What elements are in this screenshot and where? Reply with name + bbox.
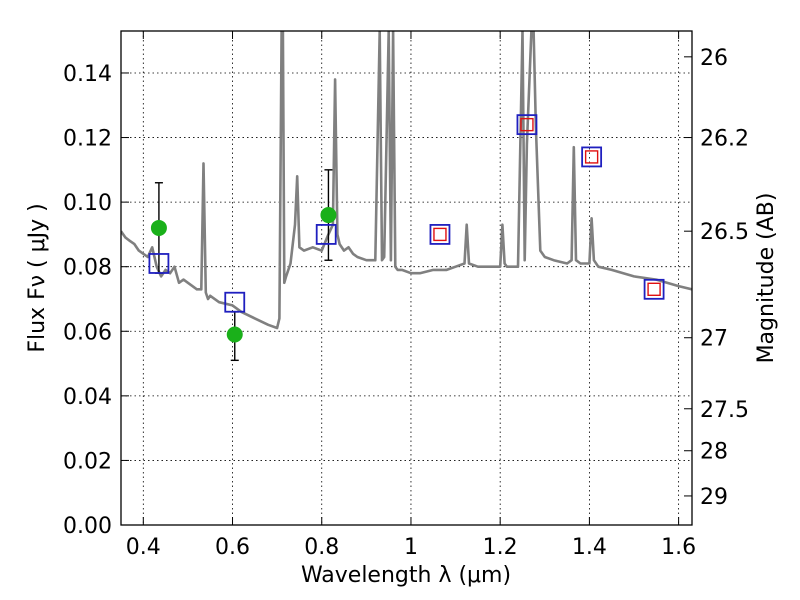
right-tick-label: 28: [700, 440, 728, 465]
ticks: 0.4 0.6 0.8 1 1.2 1.4 1.6 0.00 0.02 0.04 0.06 0.08 0…: [63, 31, 749, 560]
y-tick-label: 0.14: [63, 62, 112, 87]
model-square-inner: [520, 117, 534, 132]
model-square-inner: [647, 282, 661, 297]
x-tick-label: 1.2: [483, 535, 518, 560]
observed-point: [320, 207, 337, 224]
plot-frame: [120, 30, 693, 526]
plot-area: [121, 31, 692, 525]
x-axis-label: Wavelength λ (μm): [301, 563, 511, 588]
observed-point: [150, 219, 167, 236]
right-tick-label: 27.5: [700, 398, 749, 423]
model-square: [224, 291, 246, 313]
model-square: [581, 146, 603, 168]
right-tick-label: 26.5: [700, 220, 749, 245]
y-tick-label: 0.02: [63, 449, 112, 474]
right-axis-label: Magnitude (AB): [754, 193, 779, 364]
right-tick-label: 26: [700, 46, 728, 71]
y-tick-label: 0.06: [63, 320, 112, 345]
y-tick-label: 0.04: [63, 385, 112, 410]
data-layer: [121, 31, 692, 362]
spectrum-line: [121, 31, 692, 330]
model-square: [315, 224, 337, 245]
x-tick-label: 1.4: [572, 535, 607, 560]
model-square-inner: [433, 227, 447, 242]
observed-point: [226, 326, 243, 343]
model-square: [516, 114, 538, 136]
x-tick-label: 0.6: [215, 535, 250, 560]
model-square-inner: [584, 150, 599, 164]
x-tick-label: 0.4: [126, 535, 161, 560]
x-tick-label: 1: [404, 535, 418, 560]
right-tick-label: 29: [700, 485, 728, 510]
right-tick-label: 27: [700, 327, 728, 352]
y-tick-label: 0.10: [63, 191, 112, 216]
y-tick-label: 0.12: [63, 127, 112, 152]
y-tick-label: 0.00: [63, 514, 112, 539]
right-tick-label: 26.2: [700, 127, 749, 152]
x-tick-label: 1.6: [661, 535, 696, 560]
model-square: [429, 224, 451, 245]
x-tick-label: 0.8: [304, 535, 339, 560]
y-axis-label: Flux Fν ( μJy ): [25, 203, 50, 352]
y-tick-label: 0.08: [63, 256, 112, 281]
model-square: [148, 253, 170, 274]
model-square: [643, 278, 665, 300]
